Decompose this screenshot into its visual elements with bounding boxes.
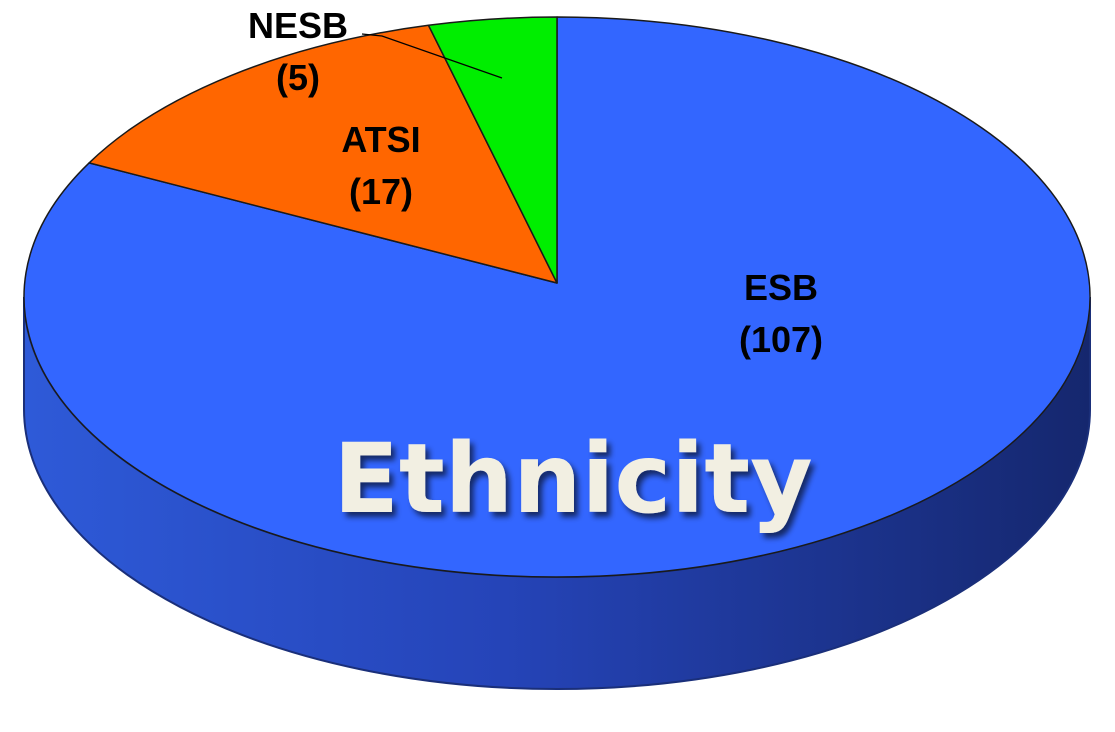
chart-title: Ethnicity	[333, 423, 812, 535]
nesb-value-label: (5)	[276, 57, 320, 98]
pie-slice-nesb	[427, 16, 558, 284]
esb-value-label: (107)	[739, 319, 823, 360]
pie-slice-esb	[23, 16, 1091, 578]
nesb-leader-line	[361, 33, 503, 79]
pie-slices	[23, 16, 1091, 578]
pie-slice-atsi	[88, 24, 558, 284]
atsi-value-label: (17)	[349, 171, 413, 212]
atsi-label: ATSI	[341, 119, 420, 160]
nesb-label: NESB	[248, 5, 348, 46]
esb-label: ESB	[744, 267, 818, 308]
